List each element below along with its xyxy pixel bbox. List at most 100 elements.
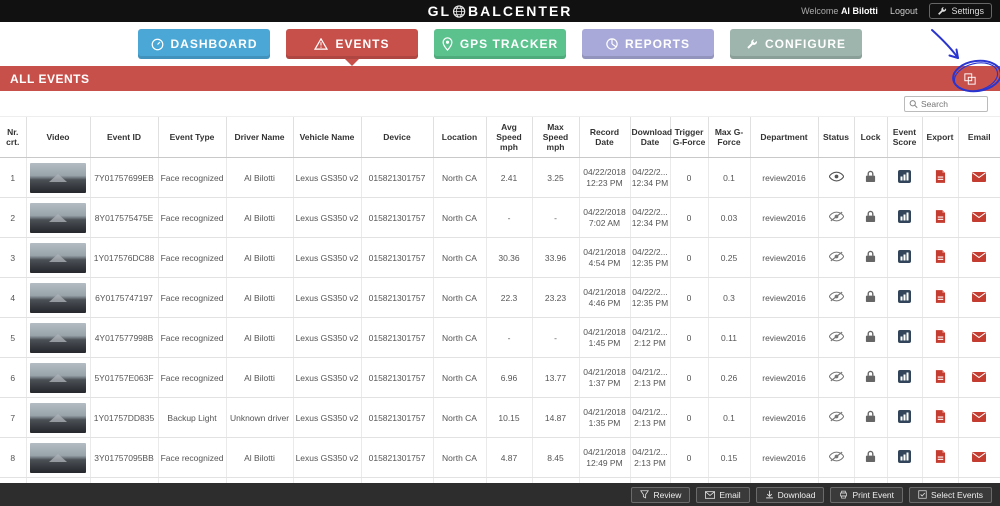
email-icon[interactable] [972, 451, 987, 462]
lock-icon-cell [854, 157, 888, 198]
max-gforce-cell: 0.26 [708, 357, 751, 398]
select-events-button[interactable]: Select Events [909, 486, 992, 503]
event-id-cell: 6Y0175747197 [90, 277, 159, 318]
event-id-cell: 7Y01757699EB [90, 157, 159, 198]
trigger-gforce-cell: 0 [670, 357, 709, 398]
column-header: Nr. crt. [0, 117, 27, 158]
email-icon[interactable] [972, 291, 987, 302]
event-score-icon[interactable] [898, 250, 911, 263]
status-hidden-icon[interactable] [828, 331, 844, 342]
export-pdf-icon[interactable] [935, 450, 946, 463]
email-icon[interactable] [972, 331, 987, 342]
video-thumbnail[interactable] [30, 402, 86, 433]
lock-icon[interactable] [865, 450, 876, 463]
nav-events[interactable]: EVENTS [286, 29, 418, 59]
event-score-icon[interactable] [898, 210, 911, 223]
email-icon[interactable] [972, 251, 987, 262]
export-pdf-icon[interactable] [935, 330, 946, 343]
nav-dashboard[interactable]: DASHBOARD [138, 29, 270, 59]
avg-speed-cell: 22.3 [486, 277, 533, 318]
video-thumbnail[interactable] [30, 282, 86, 313]
row-number: 3 [0, 237, 27, 278]
download-button[interactable]: Download [755, 486, 825, 503]
table-row: 4 6Y0175747197 Face recognized Al Bilotti Le… [0, 277, 1000, 318]
dashboard-icon [151, 38, 163, 50]
lock-icon[interactable] [865, 330, 876, 343]
email-icon[interactable] [972, 411, 987, 422]
status-hidden-icon[interactable] [828, 411, 844, 422]
video-thumbnail[interactable] [30, 202, 86, 233]
lock-icon[interactable] [865, 290, 876, 303]
lock-icon[interactable] [865, 410, 876, 423]
export-pdf-icon[interactable] [935, 170, 946, 183]
record-date-cell: 04/21/2018 12:49 PM [579, 437, 631, 478]
lock-icon[interactable] [865, 250, 876, 263]
nav-configure[interactable]: CONFIGURE [730, 29, 862, 59]
max-gforce-cell: 0.1 [708, 397, 751, 438]
export-pdf-icon-cell [922, 277, 959, 318]
export-pdf-icon[interactable] [935, 250, 946, 263]
email-button[interactable]: Email [696, 486, 750, 503]
lock-icon-cell [854, 197, 888, 238]
event-id-cell: 8Y017575475E [90, 197, 159, 238]
export-pdf-icon[interactable] [935, 210, 946, 223]
review-button[interactable]: Review [631, 486, 691, 503]
search-input[interactable] [921, 98, 983, 109]
event-score-icon[interactable] [898, 170, 911, 183]
lock-icon[interactable] [865, 370, 876, 383]
email-icon-cell [958, 357, 1000, 398]
nav-gps-tracker[interactable]: GPS TRACKER [434, 29, 566, 59]
download-date-cell: 04/22/2... 12:34 PM [630, 157, 671, 198]
lock-icon-cell [854, 397, 888, 438]
video-thumbnail[interactable] [30, 322, 86, 353]
column-header: Driver Name [226, 117, 294, 158]
video-thumbnail[interactable] [30, 362, 86, 393]
search-row [0, 91, 1000, 117]
status-hidden-icon[interactable] [828, 371, 844, 382]
status-hidden-icon[interactable] [828, 211, 844, 222]
select-columns-icon[interactable] [964, 72, 976, 85]
nav-reports[interactable]: REPORTS [582, 29, 714, 59]
avg-speed-cell: 6.96 [486, 357, 533, 398]
download-date-cell: 04/22/2... 12:34 PM [630, 197, 671, 238]
export-pdf-icon-cell [922, 197, 959, 238]
status-hidden-icon[interactable] [828, 451, 844, 462]
settings-button[interactable]: Settings [929, 3, 992, 19]
event-score-icon[interactable] [898, 330, 911, 343]
export-pdf-icon[interactable] [935, 370, 946, 383]
page-title: ALL EVENTS [10, 71, 90, 86]
max-gforce-cell: 0.11 [708, 317, 751, 358]
event-score-icon[interactable] [898, 290, 911, 303]
column-header: Max G-Force [708, 117, 751, 158]
download-icon [765, 490, 773, 499]
event-type-cell: Face recognized [158, 357, 227, 398]
event-score-icon[interactable] [898, 370, 911, 383]
vehicle-name-cell: Lexus GS350 v2 [293, 157, 362, 198]
max-speed-cell: - [532, 317, 580, 358]
video-thumbnail[interactable] [30, 242, 86, 273]
column-header: Department [750, 117, 819, 158]
print-event-button[interactable]: Print Event [830, 486, 904, 503]
department-cell: review2016 [750, 197, 819, 238]
event-score-icon[interactable] [898, 410, 911, 423]
video-cell [26, 277, 91, 318]
video-thumbnail[interactable] [30, 162, 86, 193]
status-hidden-icon[interactable] [828, 251, 844, 262]
export-pdf-icon[interactable] [935, 410, 946, 423]
email-icon[interactable] [972, 371, 987, 382]
logout-link[interactable]: Logout [889, 6, 918, 16]
email-icon[interactable] [972, 211, 987, 222]
lock-icon[interactable] [865, 170, 876, 183]
status-hidden-icon[interactable] [828, 291, 844, 302]
event-type-cell: Face recognized [158, 437, 227, 478]
email-icon-cell [958, 197, 1000, 238]
table-row: 6 5Y01757E063F Face recognized Al Bilotti Le… [0, 357, 1000, 398]
status-visible-icon[interactable] [828, 171, 844, 182]
email-icon[interactable] [972, 171, 987, 182]
video-thumbnail[interactable] [30, 442, 86, 473]
lock-icon[interactable] [865, 210, 876, 223]
department-cell: review2016 [750, 317, 819, 358]
column-header: Event Type [158, 117, 227, 158]
event-score-icon[interactable] [898, 450, 911, 463]
export-pdf-icon[interactable] [935, 290, 946, 303]
